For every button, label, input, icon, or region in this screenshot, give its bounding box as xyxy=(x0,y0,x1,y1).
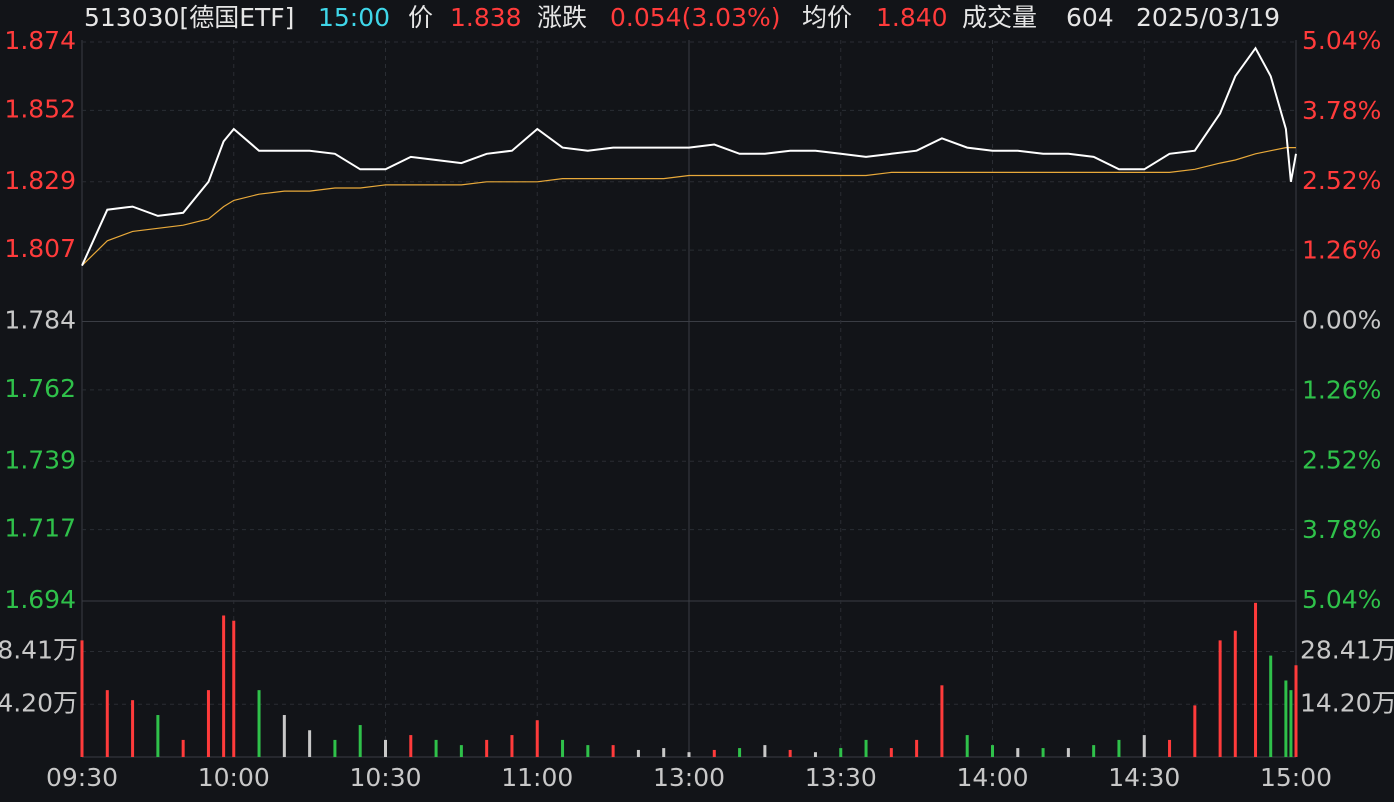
y2-tick-label: 1.26% xyxy=(1302,236,1381,265)
x-tick-label: 14:00 xyxy=(956,763,1028,792)
volume-bar xyxy=(358,725,362,757)
x-tick-label: 10:00 xyxy=(198,763,270,792)
volume-bar xyxy=(813,752,817,757)
volume-bar xyxy=(308,730,312,757)
volume-bar xyxy=(1289,690,1293,757)
volume-bar xyxy=(206,690,210,757)
x-tick-label: 10:30 xyxy=(349,763,421,792)
volume-bar xyxy=(333,739,337,757)
volume-bar xyxy=(1294,665,1298,757)
volume-bar xyxy=(131,700,135,757)
volume-bar xyxy=(105,690,109,757)
avg-label: 均价 xyxy=(802,3,852,32)
volume-bar xyxy=(409,735,413,757)
volume-bar xyxy=(561,739,565,757)
volume-bar xyxy=(763,745,767,757)
volume-bar xyxy=(839,748,843,757)
volume-bar xyxy=(1142,735,1146,757)
price-label: 价 xyxy=(408,3,433,32)
volume-bar xyxy=(738,748,742,757)
volume-bar xyxy=(434,739,438,757)
date: 2025/03/19 xyxy=(1136,3,1280,32)
change-label: 涨跌 xyxy=(537,3,587,32)
y-tick-label: 1.874 xyxy=(4,26,76,55)
y2-tick-label: 0.00% xyxy=(1302,306,1381,335)
code: 513030[德国ETF] xyxy=(84,3,294,32)
volume-bar xyxy=(1066,748,1070,757)
volume-bar xyxy=(1117,739,1121,757)
volume-bar xyxy=(384,739,387,757)
volume-bar xyxy=(915,739,919,757)
volume-bar xyxy=(156,715,160,757)
volume-tick-label: 28.41万 xyxy=(1300,635,1394,664)
volume-bar xyxy=(232,620,236,757)
volume-bar xyxy=(687,752,691,757)
x-tick-label: 14:30 xyxy=(1108,763,1180,792)
volume-tick-label: 28.41万 xyxy=(0,635,78,664)
y-tick-label: 1.717 xyxy=(4,514,76,543)
x-tick-label: 09:30 xyxy=(46,763,118,792)
volume-tick-label: 14.20万 xyxy=(1300,688,1394,717)
time: 15:00 xyxy=(318,3,390,32)
avg: 1.840 xyxy=(876,3,948,32)
volume-bar xyxy=(889,748,893,757)
volume-bar xyxy=(459,745,463,757)
volume-tick-label: 14.20万 xyxy=(0,688,78,717)
y-tick-label: 1.852 xyxy=(4,94,76,123)
y2-tick-label: 2.52% xyxy=(1302,166,1381,195)
volume: 604 xyxy=(1066,3,1114,32)
volume-bar xyxy=(662,748,666,757)
volume-bar xyxy=(535,720,539,757)
volume-bar xyxy=(788,749,792,757)
x-tick-label: 11:00 xyxy=(501,763,573,792)
x-tick-label: 15:00 xyxy=(1260,763,1332,792)
y2-tick-label: 5.04% xyxy=(1302,585,1381,614)
price-line xyxy=(81,46,1297,267)
volume-bar xyxy=(510,735,514,757)
y-tick-label: 1.694 xyxy=(4,585,76,614)
volume-bar xyxy=(1233,630,1237,757)
volume-bar xyxy=(1092,745,1096,757)
volume-bar xyxy=(485,739,489,757)
volume-bar xyxy=(611,745,615,757)
change: 0.054(3.03%) xyxy=(610,3,781,32)
y2-tick-label: 3.78% xyxy=(1302,515,1381,544)
y-tick-label: 1.807 xyxy=(4,234,76,263)
volume-label: 成交量 xyxy=(962,3,1037,32)
volume-bar xyxy=(1168,739,1172,757)
y-tick-label: 1.762 xyxy=(4,374,76,403)
volume-bar xyxy=(222,615,226,757)
volume-bar xyxy=(940,685,944,757)
volume-bar xyxy=(712,749,716,757)
y-tick-label: 1.784 xyxy=(4,306,76,335)
y2-tick-label: 2.52% xyxy=(1302,445,1381,474)
volume-bar xyxy=(1218,640,1222,757)
y2-tick-label: 3.78% xyxy=(1302,96,1381,125)
avg-line xyxy=(81,147,1296,267)
volume-bar xyxy=(282,715,286,757)
volume-bar xyxy=(1041,748,1045,757)
volume-bar xyxy=(991,745,994,757)
volume-bar xyxy=(257,690,261,757)
volume-bar xyxy=(1284,680,1288,757)
volume-bar xyxy=(1016,748,1020,757)
y2-tick-label: 5.04% xyxy=(1302,26,1381,55)
volume-bar xyxy=(965,735,969,757)
volume-bar xyxy=(181,739,185,757)
price: 1.838 xyxy=(450,3,522,32)
volume-bar xyxy=(636,749,640,757)
x-tick-label: 13:30 xyxy=(805,763,877,792)
volume-bar xyxy=(586,745,590,757)
x-tick-label: 13:00 xyxy=(653,763,725,792)
volume-bar xyxy=(1269,655,1273,757)
y-tick-label: 1.829 xyxy=(4,166,76,195)
volume-bar xyxy=(864,739,868,757)
y2-tick-label: 1.26% xyxy=(1302,375,1381,404)
volume-bar xyxy=(1193,705,1197,757)
volume-bar xyxy=(1254,602,1258,757)
y-tick-label: 1.739 xyxy=(4,445,76,474)
volume-bar xyxy=(80,640,84,757)
